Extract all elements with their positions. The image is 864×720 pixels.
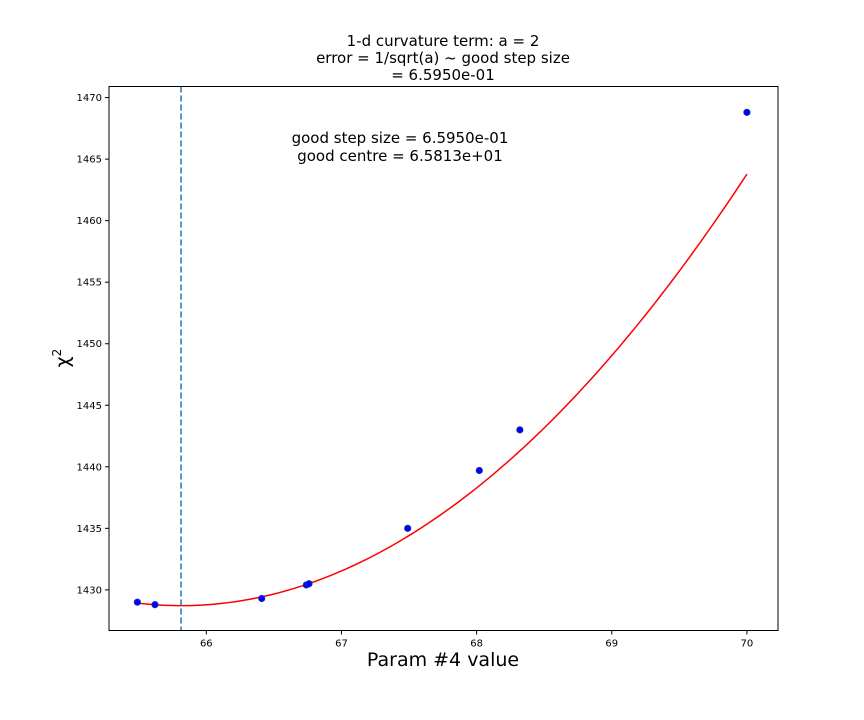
y-tick-label: 1470 xyxy=(77,93,102,104)
y-tick-label: 1445 xyxy=(77,401,102,412)
y-axis-label: χ2 xyxy=(50,349,74,368)
chart-title-line-3: = 6.5950e-01 xyxy=(391,66,495,84)
x-tick-label: 66 xyxy=(200,639,213,650)
data-point xyxy=(516,426,524,434)
data-point xyxy=(258,594,266,603)
y-tick-label: 1460 xyxy=(77,216,102,227)
chart-title-line-2: error = 1/sqrt(a) ~ good step size xyxy=(316,49,570,67)
chart-title-line-1: 1-d curvature term: a = 2 xyxy=(347,32,540,50)
data-points-layer xyxy=(133,108,751,609)
fit-curve-layer xyxy=(137,173,748,607)
annotation-step-size: good step size = 6.5950e-01 xyxy=(292,129,509,147)
y-tick-label: 1450 xyxy=(77,339,102,350)
x-axis-ticks: 66 67 68 69 70 xyxy=(200,630,754,650)
annotation-centre: good centre = 6.5813e+01 xyxy=(297,147,503,165)
data-point xyxy=(305,580,313,588)
data-point xyxy=(475,466,483,475)
chart-title: 1-d curvature term: a = 2 error = 1/sqrt… xyxy=(316,32,570,84)
data-point xyxy=(743,108,751,116)
data-point xyxy=(404,524,412,532)
y-tick-label: 1430 xyxy=(77,585,102,596)
x-axis-label: Param #4 value xyxy=(367,649,519,671)
y-axis-ticks: 1430 1435 1440 1445 1450 1455 1460 1465 1470 xyxy=(77,93,109,596)
y-tick-label: 1435 xyxy=(77,524,102,535)
fit-annotation: good step size = 6.5950e-01 good centre … xyxy=(292,129,509,165)
x-tick-label: 67 xyxy=(335,639,348,650)
y-tick-label: 1440 xyxy=(77,462,102,473)
y-tick-label: 1455 xyxy=(77,278,102,289)
data-point xyxy=(151,601,159,609)
x-tick-label: 68 xyxy=(470,639,483,650)
x-tick-label: 69 xyxy=(605,639,618,650)
y-axis-label-superscript: 2 xyxy=(50,349,64,357)
data-point xyxy=(133,598,141,606)
fit-curve xyxy=(137,173,748,607)
x-tick-label: 70 xyxy=(741,639,754,650)
plot-frame xyxy=(108,86,779,631)
y-axis-label-symbol: χ xyxy=(52,356,74,367)
y-tick-label: 1465 xyxy=(77,155,102,166)
